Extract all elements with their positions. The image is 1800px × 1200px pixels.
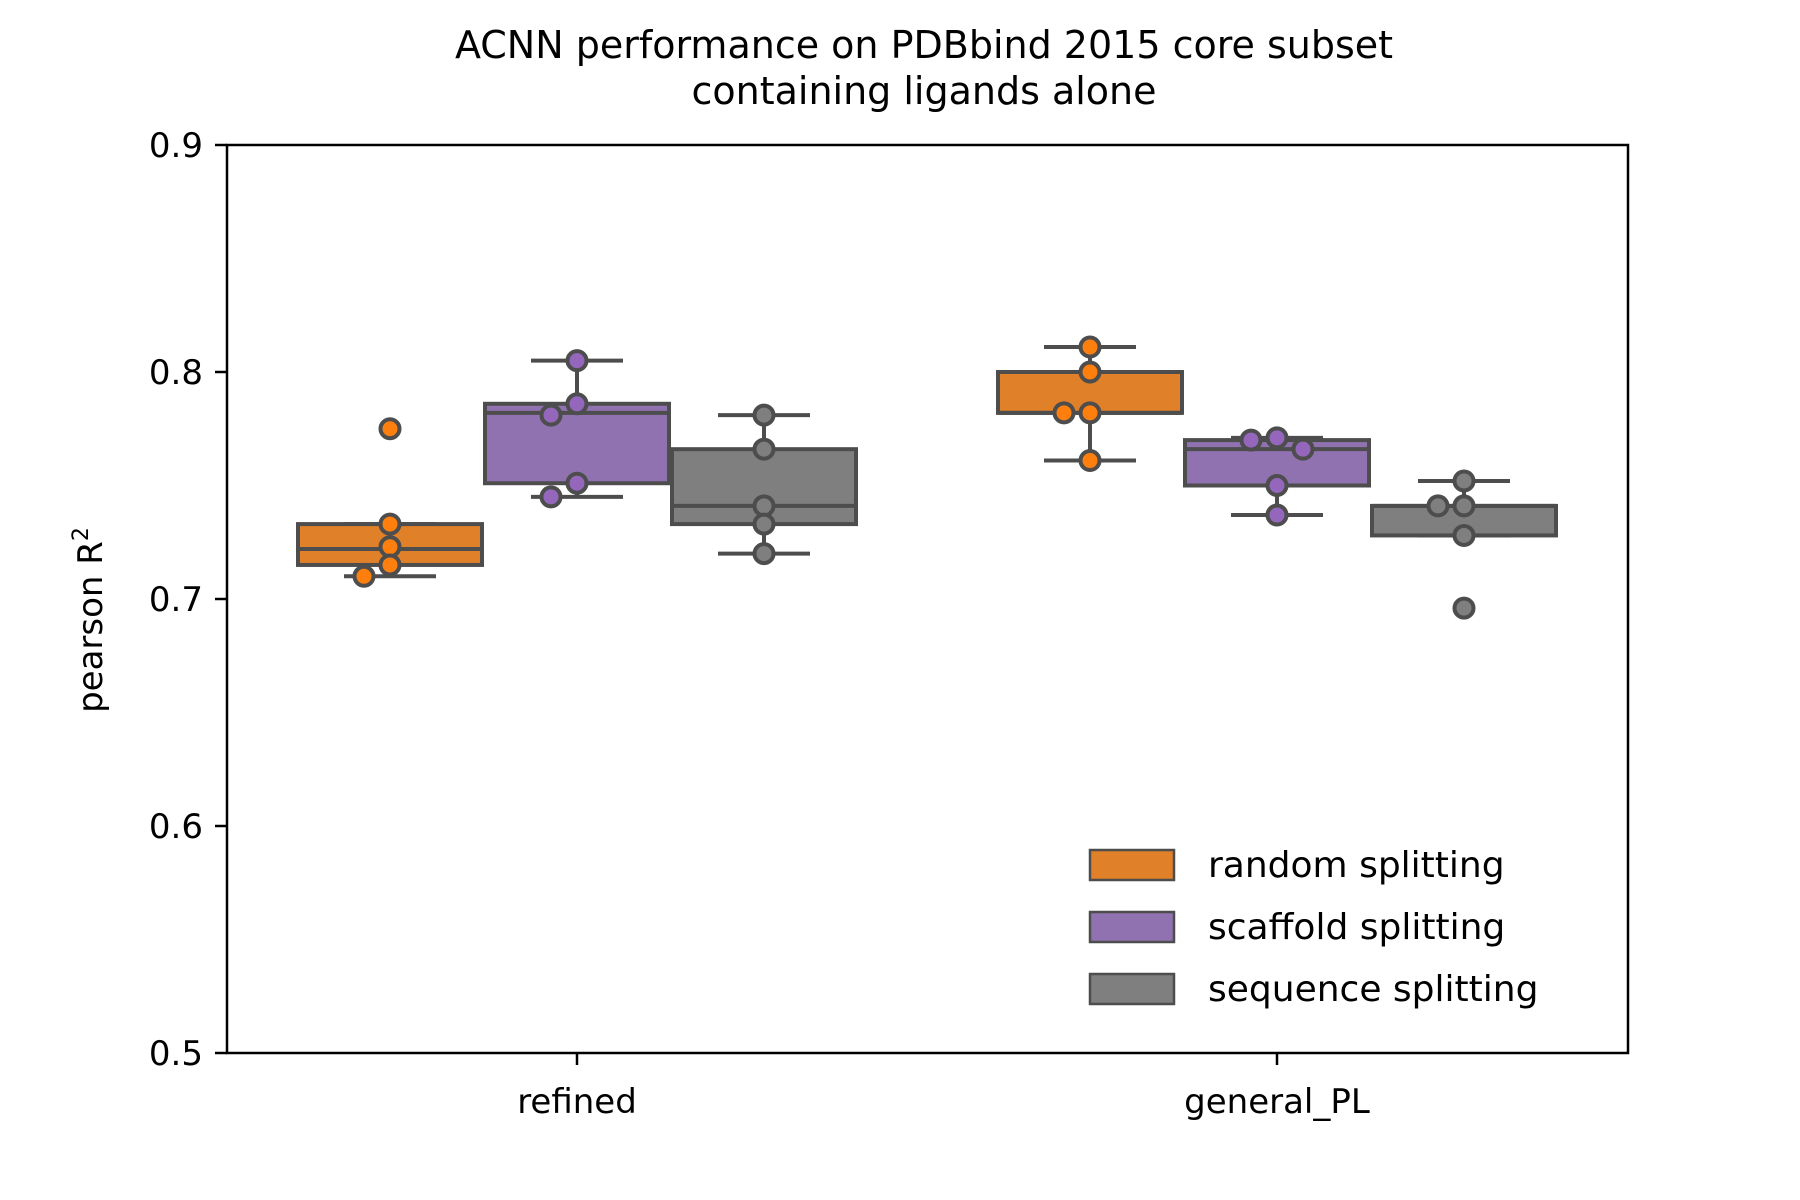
data-point: [565, 349, 589, 373]
data-point: [1452, 596, 1476, 620]
data-point: [1239, 428, 1263, 452]
data-point: [1265, 503, 1289, 527]
data-point: [1291, 437, 1315, 461]
data-point: [1078, 335, 1102, 359]
data-point: [1452, 494, 1476, 518]
y-tick-label: 0.7: [149, 580, 203, 620]
y-axis-label-superscript: 2: [69, 527, 94, 541]
data-point: [752, 437, 776, 461]
data-point: [752, 542, 776, 566]
data-point: [752, 512, 776, 536]
data-point: [1452, 469, 1476, 493]
legend-label: scaffold splitting: [1208, 907, 1505, 948]
data-point: [378, 553, 402, 577]
x-tick-label: refined: [517, 1082, 637, 1122]
y-axis-label: pearson R2: [69, 527, 111, 713]
y-tick-label: 0.6: [149, 807, 203, 847]
data-point: [565, 471, 589, 495]
data-point: [378, 512, 402, 536]
data-point: [752, 494, 776, 518]
data-point: [1452, 523, 1476, 547]
legend: random splitting scaffold splitting sequen…: [1088, 845, 1538, 1010]
y-tick-label: 0.8: [149, 353, 203, 393]
legend-label: random splitting: [1208, 845, 1505, 886]
legend-swatch: [1088, 848, 1176, 882]
data-point: [1265, 474, 1289, 497]
data-point: [1078, 360, 1102, 384]
y-tick-label: 0.5: [149, 1034, 203, 1074]
plot-area: [296, 335, 1558, 620]
data-point: [1265, 426, 1289, 450]
data-point: [378, 535, 402, 559]
box-group-scaffold-splitting-refined: [483, 358, 671, 499]
axes: 0.5 0.6 0.7 0.8 0.9 refined general_PL: [149, 126, 1630, 1122]
legend-label: sequence splitting: [1208, 969, 1538, 1010]
data-point: [752, 403, 776, 427]
chart-title-line-2: containing ligands alone: [691, 69, 1156, 113]
x-tick-label: general_PL: [1184, 1082, 1370, 1122]
legend-swatch: [1088, 910, 1176, 944]
data-point: [565, 392, 589, 416]
y-axis-label-text: pearson R: [71, 541, 111, 713]
data-point: [539, 403, 563, 427]
data-point: [539, 485, 563, 509]
data-point: [1426, 494, 1450, 518]
chart-title-line-1: ACNN performance on PDBbind 2015 core su…: [455, 23, 1393, 67]
data-point: [1052, 401, 1076, 425]
box-iqr: [483, 401, 671, 486]
data-point: [1078, 401, 1102, 425]
data-point: [378, 417, 402, 441]
data-point: [352, 564, 376, 588]
legend-swatch: [1088, 972, 1176, 1006]
y-tick-label: 0.9: [149, 126, 203, 166]
data-point: [1078, 449, 1102, 473]
